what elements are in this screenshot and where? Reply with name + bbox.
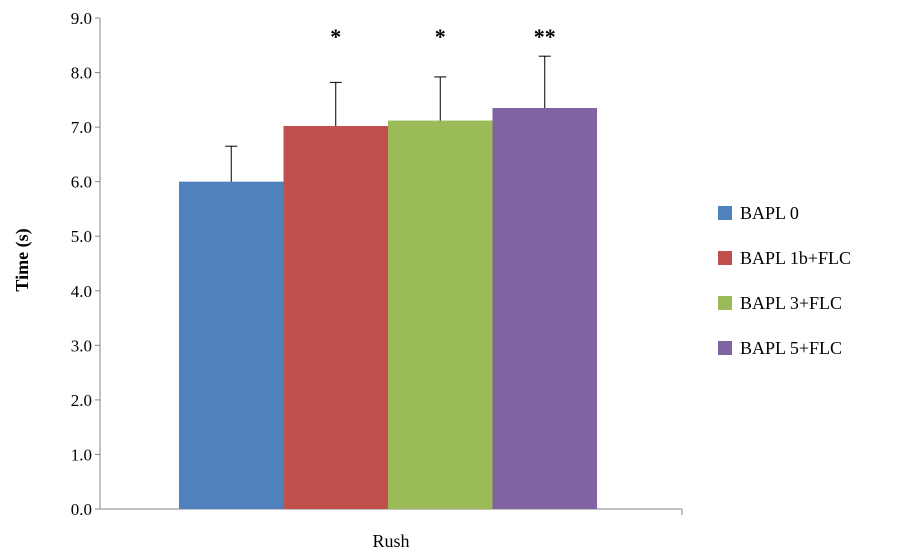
y-tick-label: 0.0	[71, 500, 92, 519]
legend: BAPL 0 BAPL 1b+FLC BAPL 3+FLC BAPL 5+FLC	[718, 203, 851, 358]
legend-label: BAPL 1b+FLC	[740, 248, 851, 268]
y-tick-label: 5.0	[71, 227, 92, 246]
y-tick-label: 7.0	[71, 118, 92, 137]
significance-marker: **	[534, 24, 556, 49]
x-axis: Rush	[100, 508, 683, 551]
legend-label: BAPL 3+FLC	[740, 293, 842, 313]
legend-swatch	[718, 206, 732, 220]
significance-marker: *	[435, 24, 446, 49]
bar	[492, 108, 597, 510]
y-tick-label: 6.0	[71, 173, 92, 192]
y-tick-label: 3.0	[71, 336, 92, 355]
significance-marker: *	[330, 24, 341, 49]
y-tick-label: 4.0	[71, 282, 92, 301]
bar	[388, 120, 493, 509]
y-tick-label: 9.0	[71, 9, 92, 28]
bar	[283, 126, 388, 510]
legend-label: BAPL 0	[740, 203, 799, 223]
bar	[179, 181, 284, 509]
legend-swatch	[718, 296, 732, 310]
legend-swatch	[718, 341, 732, 355]
y-axis-title: Time (s)	[12, 228, 33, 291]
legend-swatch	[718, 251, 732, 265]
legend-label: BAPL 5+FLC	[740, 338, 842, 358]
y-tick-label: 2.0	[71, 391, 92, 410]
y-tick-label: 1.0	[71, 445, 92, 464]
y-tick-label: 8.0	[71, 64, 92, 83]
bars: * * **	[179, 24, 597, 510]
x-tick-label: Rush	[372, 531, 409, 551]
y-axis: 0.0 1.0 2.0 3.0 4.0 5.0 6.0 7.0 8.0 9.0	[71, 9, 101, 519]
